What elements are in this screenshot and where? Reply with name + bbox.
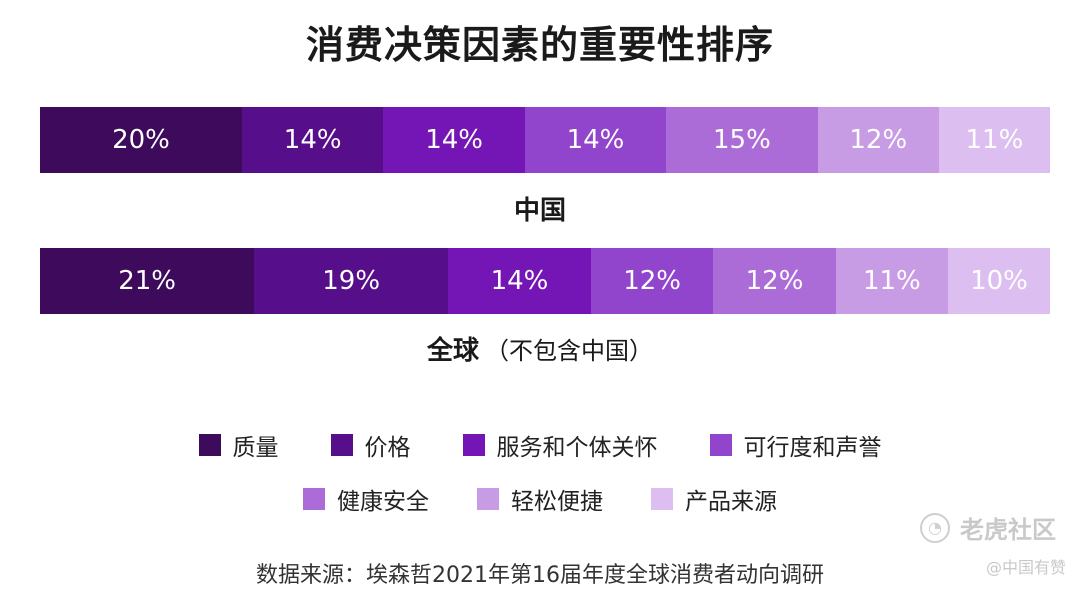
- legend-label: 价格: [364, 435, 411, 461]
- legend-row-1: 质量 价格 服务和个体关怀 可行度和声誉: [0, 428, 1080, 462]
- legend-item: 价格: [330, 428, 411, 462]
- tiger-community-logo-icon: ◔: [920, 512, 950, 543]
- bar-segment: 12%: [817, 107, 939, 173]
- legend-label: 服务和个体关怀: [496, 435, 658, 461]
- legend-item: 产品来源: [651, 482, 777, 516]
- bar-segment: 12%: [713, 248, 836, 314]
- bar-segment: 10%: [947, 248, 1050, 314]
- legend-item: 轻松便捷: [477, 482, 603, 516]
- data-label: 21%: [118, 266, 177, 296]
- watermark-sub: @中国有赞: [985, 558, 1066, 577]
- bar-segment: 19%: [254, 248, 449, 314]
- data-label: 14%: [425, 125, 483, 155]
- data-label: 14%: [490, 266, 549, 296]
- legend-item: 质量: [198, 428, 279, 462]
- data-label: 20%: [112, 125, 170, 155]
- bar-segment: 11%: [835, 248, 948, 314]
- data-label: 11%: [862, 266, 921, 296]
- bar-segment: 11%: [938, 107, 1050, 173]
- watermark-text: 老虎社区: [960, 516, 1056, 544]
- watermark: ◔ 老虎社区: [920, 510, 1056, 545]
- data-source: 数据来源：埃森哲2021年第16届年度全球消费者动向调研: [256, 563, 824, 588]
- data-label: 12%: [623, 266, 681, 296]
- legend-label: 质量: [232, 435, 279, 461]
- data-label: 19%: [322, 266, 381, 296]
- legend-label: 产品来源: [685, 489, 777, 515]
- data-label: 12%: [745, 266, 804, 296]
- group-label-global-note: （不包含中国）: [485, 337, 653, 365]
- legend-swatch: [651, 488, 673, 510]
- group-label-global-text: 全球: [426, 336, 479, 366]
- bar-segment: 12%: [590, 248, 714, 314]
- legend-swatch: [462, 434, 485, 456]
- stacked-bar-china: 20% 14% 14% 14% 15% 12% 11%: [40, 107, 1050, 173]
- bar-segment: 14%: [383, 107, 525, 173]
- legend-label: 可行度和声誉: [743, 435, 882, 461]
- bar-segment: 14%: [524, 107, 667, 173]
- data-label: 14%: [566, 125, 625, 155]
- legend-label: 轻松便捷: [511, 489, 603, 515]
- data-label: 15%: [713, 125, 771, 155]
- bar-segment: 14%: [448, 248, 591, 314]
- bar-segment: 14%: [242, 107, 384, 173]
- bar-segment: 21%: [40, 248, 255, 314]
- legend-swatch: [330, 434, 353, 456]
- legend-item: 健康安全: [303, 482, 429, 516]
- group-label-china: 中国: [0, 190, 1080, 227]
- group-label-global: 全球 （不包含中国）: [0, 330, 1080, 367]
- legend-swatch: [198, 434, 221, 456]
- legend-label: 健康安全: [337, 489, 429, 515]
- legend-swatch: [303, 488, 325, 510]
- legend-row-2: 健康安全 轻松便捷 产品来源: [0, 482, 1080, 516]
- legend-swatch: [477, 488, 499, 510]
- data-label: 12%: [849, 125, 908, 155]
- stacked-bar-global: 21% 19% 14% 12% 12% 11% 10%: [40, 248, 1050, 314]
- bar-segment: 15%: [666, 107, 818, 173]
- data-label: 11%: [965, 125, 1024, 155]
- bar-segment: 20%: [40, 107, 242, 173]
- data-label: 14%: [283, 125, 342, 155]
- group-label-china-text: 中国: [513, 196, 566, 226]
- legend-item: 可行度和声誉: [709, 428, 882, 462]
- data-label: 10%: [970, 266, 1028, 296]
- legend-swatch: [709, 434, 732, 456]
- legend-item: 服务和个体关怀: [462, 428, 658, 462]
- chart-title: 消费决策因素的重要性排序: [305, 23, 774, 67]
